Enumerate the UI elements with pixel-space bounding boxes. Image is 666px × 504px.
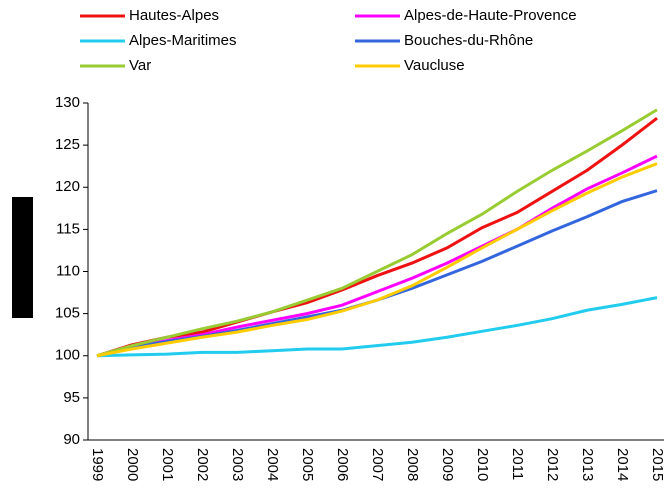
y-tick-label: 130 — [55, 94, 80, 111]
series-line — [96, 189, 658, 358]
legend-label: Alpes-de-Haute-Provence — [404, 7, 577, 24]
x-tick-label: 2014 — [614, 448, 631, 481]
x-tick-label: 2002 — [194, 448, 211, 481]
legend-label: Var — [129, 57, 151, 74]
x-tick-label: 2012 — [544, 448, 561, 481]
x-tick-label: 2007 — [369, 448, 386, 481]
legend-label: Bouches-du-Rhône — [404, 32, 533, 49]
y-tick-label: 110 — [56, 262, 80, 279]
y-tick-label: 95 — [63, 389, 80, 406]
x-tick-label: 2004 — [264, 448, 281, 481]
x-tick-label: 2001 — [159, 448, 176, 481]
y-tick-label: 105 — [55, 305, 80, 322]
series-line — [96, 296, 658, 358]
legend-label: Vaucluse — [404, 57, 465, 74]
x-tick-label: 2008 — [404, 448, 421, 481]
series-line — [96, 116, 658, 358]
x-tick-label: 2010 — [474, 448, 491, 481]
x-tick-label: 2006 — [334, 448, 351, 481]
series-line — [96, 162, 658, 358]
y-tick-label: 120 — [55, 178, 80, 195]
series-line — [96, 154, 658, 358]
y-tick-label: 115 — [56, 220, 80, 237]
x-tick-label: 2011 — [509, 448, 526, 480]
x-tick-label: 2003 — [229, 448, 246, 481]
y-tick-label: 90 — [63, 431, 80, 448]
legend-label: Hautes-Alpes — [129, 7, 219, 24]
y-tick-label: 125 — [55, 136, 80, 153]
x-tick-label: 2005 — [299, 448, 316, 481]
legend-label: Alpes-Maritimes — [129, 32, 237, 49]
x-tick-label: 1999 — [89, 448, 106, 481]
x-tick-label: 2013 — [579, 448, 596, 481]
x-tick-label: 2000 — [124, 448, 141, 481]
series-line — [96, 108, 658, 358]
x-tick-label: 2009 — [439, 448, 456, 481]
y-tick-label: 100 — [55, 347, 80, 364]
x-tick-label: 2015 — [649, 448, 666, 481]
redacted-axis-label — [12, 197, 33, 318]
